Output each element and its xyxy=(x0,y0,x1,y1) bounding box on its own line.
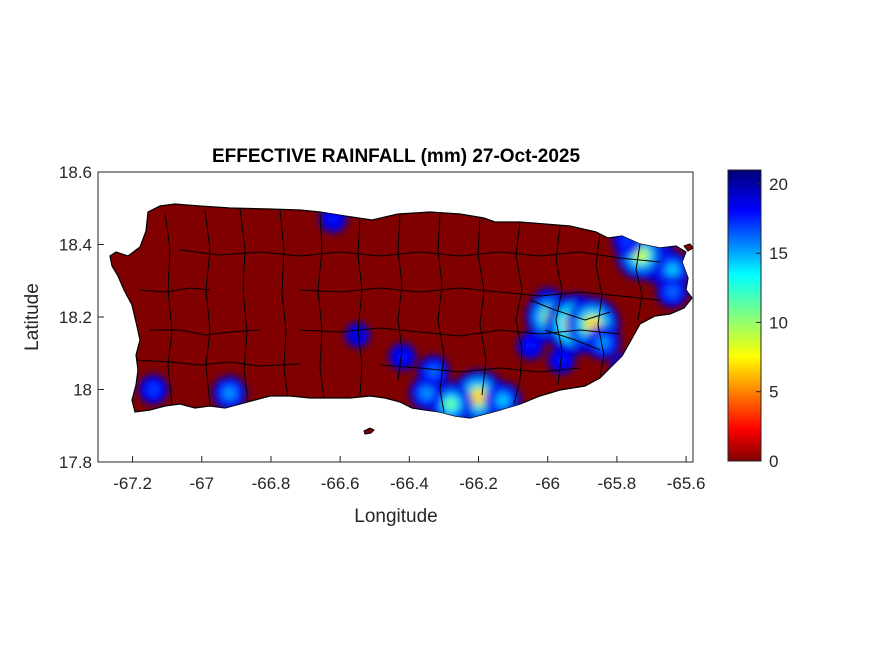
municipal-boundary xyxy=(134,359,301,367)
rainfall-area xyxy=(471,389,486,404)
colorbar: 0 5 10 15 20 xyxy=(727,169,788,471)
x-axis-label: Longitude xyxy=(354,506,437,527)
y-tick-label: 18.2 xyxy=(59,308,92,327)
municipal-boundary xyxy=(179,249,661,263)
municipal-boundary xyxy=(299,287,661,301)
municipal-boundary xyxy=(529,299,611,321)
municipal-boundary xyxy=(150,329,261,336)
y-tick-label: 17.8 xyxy=(59,453,92,472)
rainfall-area xyxy=(224,388,235,398)
colorbar-tick-label: 5 xyxy=(769,383,778,402)
municipal-boundary xyxy=(357,217,363,397)
municipal-boundary xyxy=(595,233,605,377)
island-layer xyxy=(109,203,693,435)
x-axis-ticks: -67.2 -67 -66.8 -66.6 -66.4 -66.2 -66 -65.8 -65.… xyxy=(113,456,705,493)
x-tick-label: -65.6 xyxy=(667,474,706,493)
puerto-rico-island xyxy=(109,203,693,419)
caja-de-muertos-island xyxy=(363,427,375,435)
municipal-boundaries xyxy=(134,207,661,413)
rainfall-area xyxy=(497,395,508,406)
x-tick-label: -66.6 xyxy=(321,474,360,493)
municipal-boundary xyxy=(299,327,621,337)
rainfall-area xyxy=(429,366,439,376)
colorbar-tick-label: 10 xyxy=(769,313,788,332)
colorbar-ticks: 0 5 10 15 20 xyxy=(756,175,788,471)
rainfall-area xyxy=(329,215,338,224)
municipal-boundary xyxy=(513,221,523,405)
x-tick-label: -67 xyxy=(189,474,214,493)
x-tick-label: -66.2 xyxy=(459,474,498,493)
municipal-boundary xyxy=(544,329,601,351)
municipal-boundary xyxy=(635,243,643,321)
y-tick-label: 18 xyxy=(73,381,92,400)
rainfall-area xyxy=(598,337,608,348)
x-tick-label: -66.8 xyxy=(252,474,291,493)
map-title: EFFECTIVE RAINFALL (mm) 27-Oct-2025 xyxy=(212,146,581,167)
rainfall-area xyxy=(353,331,362,339)
municipal-boundary xyxy=(204,209,211,406)
x-tick-label: -66 xyxy=(535,474,560,493)
rainfall-area xyxy=(557,356,566,365)
x-tick-label: -65.8 xyxy=(598,474,637,493)
municipal-boundary xyxy=(437,213,445,413)
rainfall-area xyxy=(444,398,457,410)
y-axis-label: Latitude xyxy=(22,283,43,351)
colorbar-tick-label: 20 xyxy=(769,175,788,194)
rainfall-area xyxy=(526,342,535,350)
x-tick-label: -66.4 xyxy=(390,474,429,493)
colorbar-tick-label: 0 xyxy=(769,452,778,471)
rainfall-area xyxy=(667,264,678,275)
municipal-boundary xyxy=(397,213,403,381)
municipal-boundary xyxy=(279,209,289,399)
municipal-boundary xyxy=(317,213,325,399)
x-tick-label: -67.2 xyxy=(113,474,152,493)
y-tick-label: 18.6 xyxy=(59,163,92,182)
y-tick-label: 18.4 xyxy=(59,236,92,255)
municipal-boundary xyxy=(139,287,211,293)
municipal-boundary xyxy=(239,207,249,403)
rainfall-area xyxy=(398,352,407,361)
colorbar-tick-label: 15 xyxy=(769,244,788,263)
rainfall-area xyxy=(667,287,677,297)
colorbar-gradient xyxy=(727,169,762,462)
municipal-boundary xyxy=(477,217,487,396)
y-axis-ticks: 17.8 18 18.2 18.4 18.6 xyxy=(59,163,104,472)
vieques-edge xyxy=(683,243,693,252)
rainfall-area xyxy=(149,385,158,394)
municipal-boundary xyxy=(379,364,581,373)
rainfall-area xyxy=(421,388,432,398)
municipal-boundary xyxy=(164,211,173,406)
